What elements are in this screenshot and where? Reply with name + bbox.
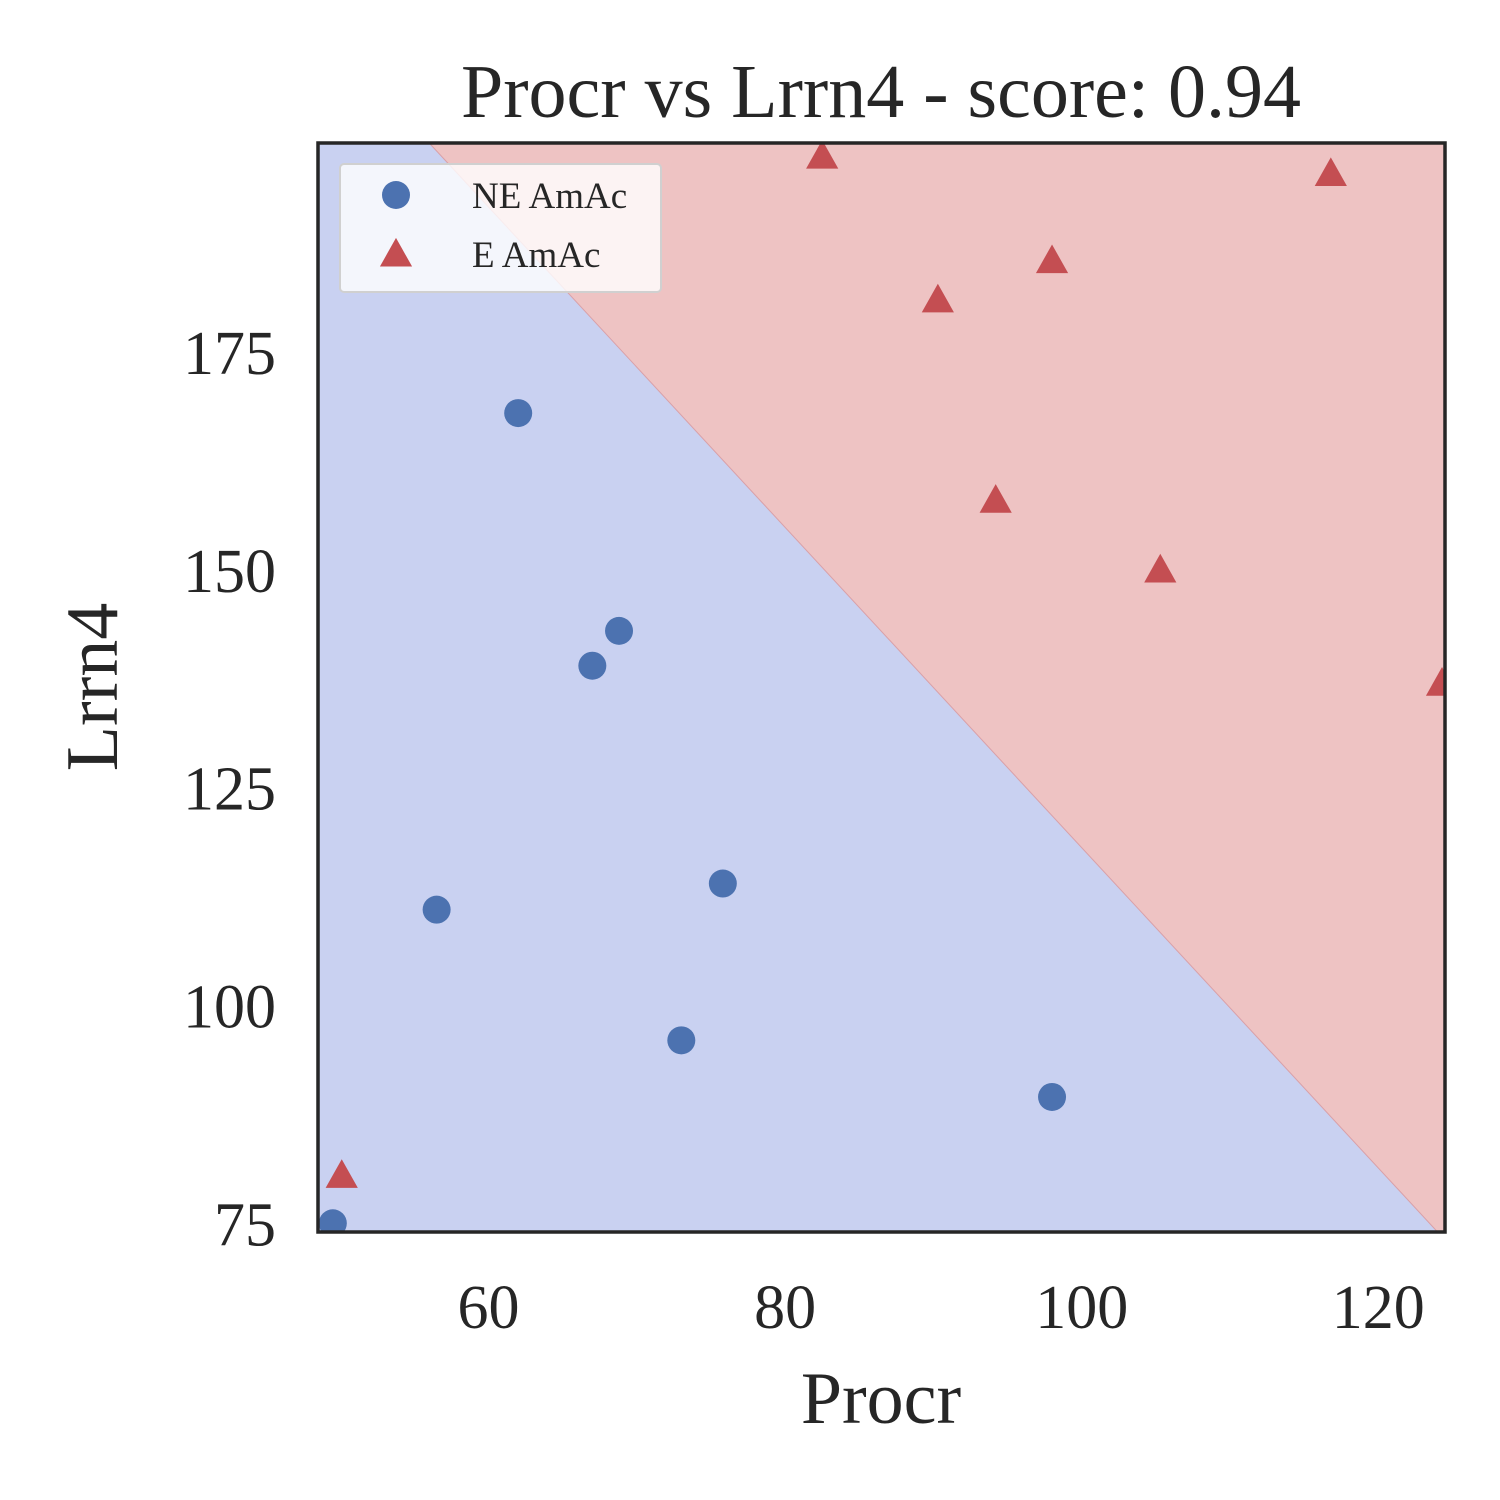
decision-boundary-line [428,143,1438,1232]
x-axis-ticks: 60 80 100 120 [458,1274,1425,1342]
x-tick-label: 100 [1035,1274,1128,1342]
e-amac-point [1035,244,1069,274]
y-tick-label: 75 [214,1191,276,1259]
e-amac-point [806,143,839,169]
e-amac-point [1314,157,1347,187]
e-amac-point [1144,553,1177,583]
y-tick-label: 175 [183,320,276,388]
legend-entries: NE AmAc E AmAc [379,176,627,276]
x-axis-label: Procr [801,1358,961,1440]
legend: NE AmAc E AmAc [339,163,662,293]
legend-circle-marker [382,181,410,209]
chart-title: Procr vs Lrrn4 - score: 0.94 [461,50,1301,134]
y-axis-label: Lrrn4 [52,603,134,772]
x-tick-label: 120 [1332,1274,1425,1342]
data-points [318,143,1445,1232]
e-amac-point [1425,667,1445,696]
ne-amac-point [605,616,634,645]
y-axis-ticks: 75 100 125 150 175 [183,320,276,1259]
y-tick-label: 100 [183,973,276,1041]
ne-amac-point [1038,1082,1067,1111]
ne-amac-point [504,399,533,428]
legend-box [339,163,662,293]
decision-regions [318,143,1445,1232]
plot-area [316,141,1447,1234]
ne-amac-point [708,869,737,898]
e-amac-point [325,1159,358,1188]
ne-amac-point [318,1209,347,1232]
positive-region [429,143,1445,1232]
ne-amac-point [422,895,451,924]
e-amac-point [921,283,954,313]
legend-label: NE AmAc [472,176,627,217]
x-tick-label: 60 [458,1274,520,1342]
ne-amac-point [667,1026,696,1055]
e-amac-point [979,484,1012,513]
x-tick-label: 80 [754,1274,816,1342]
y-tick-label: 125 [183,756,276,824]
ne-amac-point [578,651,607,680]
plot-frame [316,141,1447,1234]
legend-triangle-marker [379,237,413,267]
y-tick-label: 150 [183,538,276,606]
legend-label: E AmAc [472,235,600,276]
